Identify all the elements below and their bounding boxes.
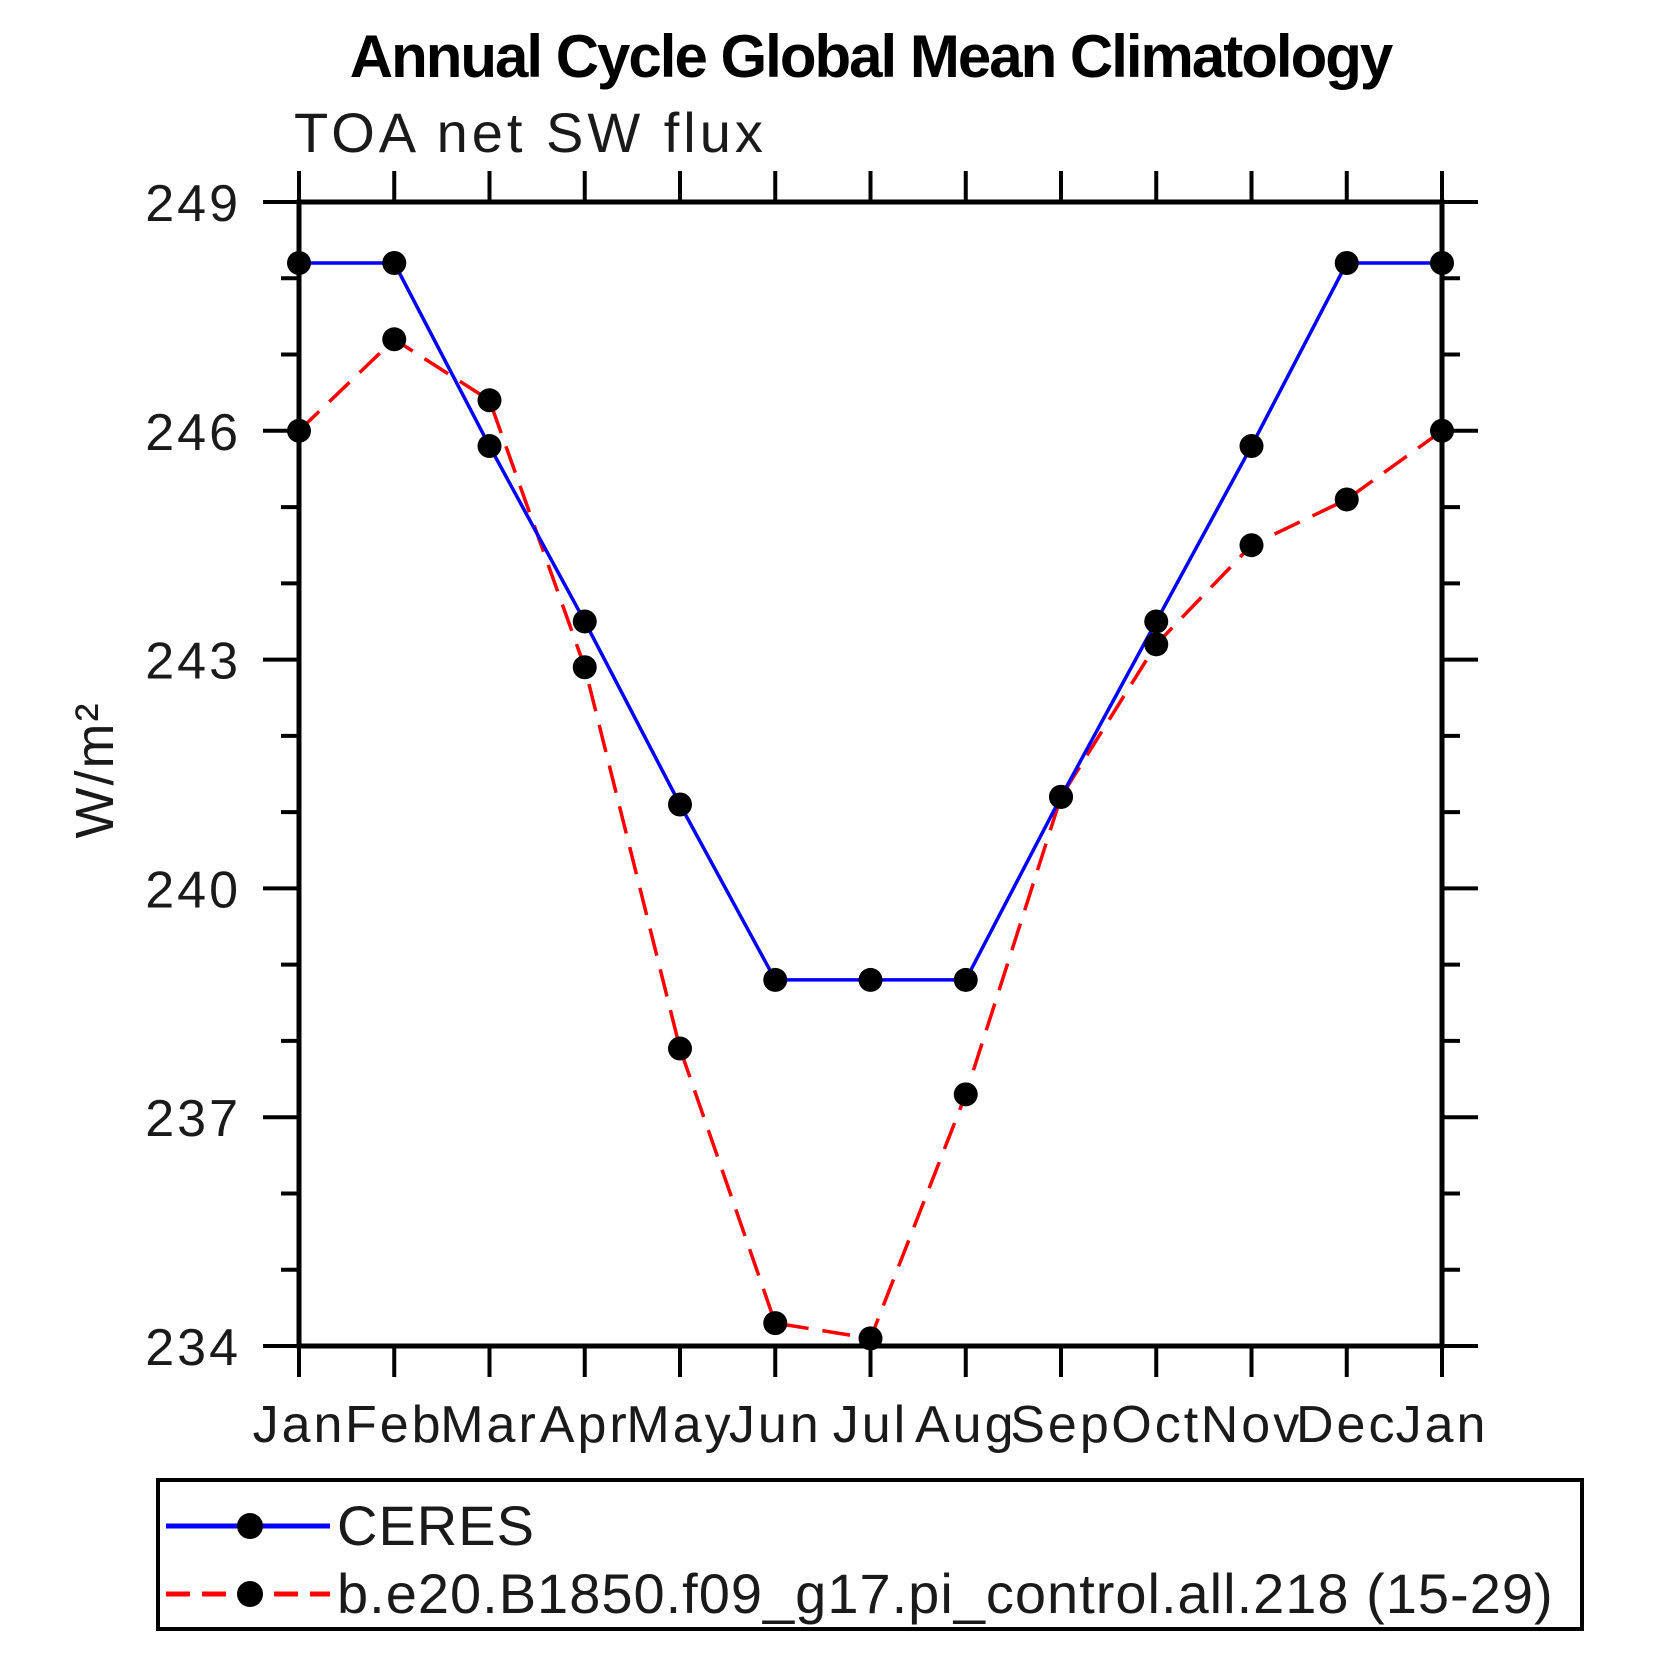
legend-marker-dot — [237, 1581, 263, 1607]
y-tick-label: 240 — [145, 861, 241, 919]
x-tick-label: Jun — [729, 1396, 822, 1454]
chart-title: Annual Cycle Global Mean Climatology — [349, 23, 1394, 90]
legend-label-ceres: CERES — [337, 1494, 535, 1557]
legend-sample-dashed-line — [166, 1581, 330, 1607]
y-tick-label: 234 — [145, 1319, 241, 1377]
x-tick-label: Aug — [915, 1396, 1017, 1454]
series-line-model — [297, 337, 1444, 1341]
legend-box: CERES b.e20.B1850.f09_g17.pi_control.all… — [156, 1478, 1584, 1631]
x-tick-label: Nov — [1201, 1396, 1302, 1454]
series-line-ceres — [299, 261, 1442, 982]
legend-sample-solid-line — [166, 1513, 330, 1539]
legend-label-model: b.e20.B1850.f09_g17.pi_control.all.218 (… — [337, 1562, 1554, 1625]
x-tick-label: May — [626, 1396, 733, 1454]
x-tick-label: Feb — [345, 1396, 444, 1454]
x-tick-label: Mar — [440, 1396, 539, 1454]
x-tick-label: Sep — [1010, 1396, 1112, 1454]
y-tick-label: 246 — [145, 404, 241, 462]
x-tick-label: Oct — [1111, 1396, 1201, 1454]
y-tick-label: 237 — [145, 1090, 241, 1148]
y-tick-label: 243 — [145, 633, 241, 691]
legend-entry-model: b.e20.B1850.f09_g17.pi_control.all.218 (… — [160, 1562, 1580, 1626]
y-tick-label: 249 — [145, 175, 241, 233]
x-tick-label: Jan — [253, 1396, 346, 1454]
y-axis-tick-labels: 234 237 240 243 246 249 — [145, 175, 241, 1377]
x-tick-label: Jan — [1396, 1396, 1489, 1454]
series-markers-model — [287, 327, 1454, 1351]
plot-frame — [296, 199, 1445, 1349]
legend-entry-ceres: CERES — [160, 1494, 1580, 1558]
x-tick-label: Apr — [540, 1396, 630, 1454]
legend-marker-dot — [237, 1513, 263, 1539]
x-axis-ticks — [297, 171, 1444, 1377]
x-tick-label: Jul — [833, 1396, 908, 1454]
x-tick-label: Dec — [1296, 1396, 1397, 1454]
chart-subtitle: TOA net SW flux — [294, 101, 767, 164]
series-markers-ceres — [287, 251, 1454, 992]
